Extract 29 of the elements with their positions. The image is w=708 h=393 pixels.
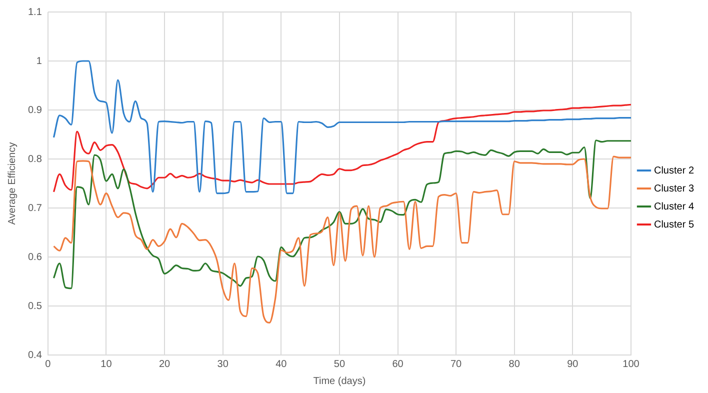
line-series (52, 156, 631, 324)
y-tick-label: 0.9 (28, 104, 42, 116)
line-series (52, 60, 631, 194)
x-tick-label: 60 (392, 358, 404, 370)
x-tick-label: 50 (334, 358, 346, 370)
legend-label: Cluster 3 (654, 183, 694, 194)
x-tick-label: 100 (622, 358, 640, 370)
x-tick-label: 20 (158, 358, 171, 370)
x-tick-label: 0 (45, 358, 52, 370)
y-tick-label: 0.5 (28, 300, 42, 312)
line-series (52, 104, 631, 193)
x-tick-label: 70 (450, 358, 462, 370)
y-axis-title: Average Efficiency (6, 142, 18, 225)
legend-label: Cluster 2 (654, 165, 694, 176)
y-tick-label: 0.6 (28, 252, 42, 263)
legend-label: Cluster 5 (654, 219, 694, 230)
x-tick-label: 30 (217, 358, 229, 370)
legend-label: Cluster 4 (654, 201, 694, 212)
y-tick-label: 1 (36, 56, 42, 67)
y-tick-label: 0.4 (28, 350, 42, 361)
line-series (52, 140, 631, 290)
x-axis-title: Time (days) (313, 376, 366, 387)
y-tick-label: 0.7 (28, 202, 42, 214)
y-tick-label: 1.1 (28, 6, 42, 18)
x-tick-label: 90 (567, 358, 579, 370)
x-tick-label: 80 (508, 358, 520, 370)
y-tick-label: 0.8 (28, 154, 42, 165)
x-tick-label: 10 (100, 358, 112, 370)
x-tick-label: 40 (276, 358, 288, 370)
